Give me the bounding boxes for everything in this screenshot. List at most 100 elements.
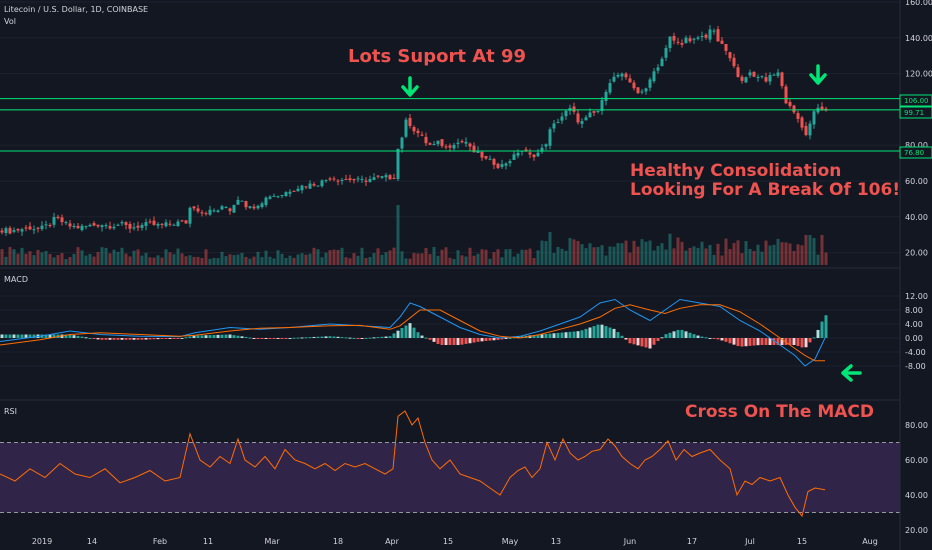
macd-histogram-bar <box>416 332 420 338</box>
volume-bar <box>392 247 396 265</box>
macd-histogram-bar <box>124 338 128 340</box>
candle-body <box>664 48 668 58</box>
price-tick-label: 40.00 <box>905 213 928 222</box>
macd-histogram-bar <box>676 329 680 338</box>
volume-bar <box>452 258 456 265</box>
macd-histogram-bar <box>432 338 436 342</box>
macd-pane[interactable]: 12.00 8.00 4.00 0.00 -4.00 -8.00 <box>0 292 928 371</box>
macd-histogram-bar <box>764 338 768 345</box>
volume-bar <box>264 250 268 265</box>
candle-body <box>476 150 480 153</box>
volume-bar <box>484 249 488 265</box>
volume-bar <box>672 248 676 265</box>
candle-body <box>184 220 188 224</box>
candle-body <box>16 228 20 231</box>
volume-bar <box>348 258 352 265</box>
volume-bar <box>76 247 80 265</box>
volume-bar <box>36 249 40 265</box>
candle-body <box>56 216 60 218</box>
candle-body <box>728 52 732 59</box>
candle-body <box>280 194 284 196</box>
macd-line <box>0 298 826 367</box>
volume-bar <box>704 248 708 265</box>
volume-bar <box>644 241 648 265</box>
volume-bar <box>284 257 288 265</box>
macd-histogram-bar <box>92 338 96 339</box>
macd-histogram-bar <box>708 338 712 339</box>
macd-histogram-bar <box>144 338 148 340</box>
volume-bar <box>160 257 164 265</box>
volume-bar <box>252 256 256 265</box>
volume-bar <box>296 254 300 265</box>
volume-bar <box>736 240 740 265</box>
candle-body <box>660 58 664 67</box>
candle-body <box>716 29 720 42</box>
volume-bar <box>532 258 536 265</box>
macd-histogram-bar <box>644 338 648 348</box>
candle-body <box>248 206 252 208</box>
price-tag-upper: 106.00 <box>899 94 932 107</box>
rsi-pane[interactable]: 80.00 60.00 40.00 20.00 <box>0 410 928 535</box>
macd-histogram-bar <box>652 338 656 345</box>
volume-bar <box>112 249 116 265</box>
macd-tick-label: 4.00 <box>905 320 923 329</box>
candle-body <box>216 210 220 212</box>
candle-body <box>692 38 696 40</box>
volume-bar <box>424 248 428 265</box>
macd-histogram-bar <box>696 335 700 338</box>
macd-histogram-bar <box>604 326 608 338</box>
time-axis[interactable]: 2019 14 Feb 11 Mar 18 Apr 15 May 13 Jun 17 Jul 15 Aug <box>32 537 878 546</box>
candle-body <box>144 222 148 227</box>
macd-histogram-bar <box>232 335 236 338</box>
macd-histogram-bar <box>548 333 552 338</box>
macd-histogram-bar <box>280 338 284 339</box>
volume-bar <box>772 244 776 265</box>
volume-bar <box>760 251 764 265</box>
macd-histogram-bar <box>768 338 772 345</box>
macd-histogram-bar <box>324 336 328 338</box>
candle-body <box>680 43 684 45</box>
macd-histogram-bar <box>784 338 788 345</box>
rsi-axis[interactable]: 80.00 60.00 40.00 20.00 <box>905 421 928 535</box>
macd-histogram-bar <box>112 338 116 340</box>
macd-histogram-bar <box>736 338 740 347</box>
candle-body <box>764 77 768 82</box>
volume-bar <box>300 253 304 265</box>
candle-body <box>612 76 616 82</box>
volume-bar <box>408 258 412 265</box>
macd-tick-label: -4.00 <box>905 348 926 357</box>
volume-bar <box>312 247 316 265</box>
candle-body <box>776 72 780 76</box>
volume-bar <box>116 251 120 265</box>
macd-histogram-bar <box>408 323 412 338</box>
macd-histogram-bar <box>188 336 192 338</box>
candle-body <box>752 71 756 77</box>
volume-bar <box>600 245 604 265</box>
macd-histogram-bar <box>520 336 524 338</box>
macd-histogram-bar <box>4 334 8 338</box>
annotation-consolidation-line2: Looking For A Break Of 106! <box>630 180 900 200</box>
macd-histogram-bar <box>808 338 812 343</box>
volume-bar <box>668 233 672 265</box>
volume-bar <box>288 255 292 265</box>
volume-bar <box>744 241 748 265</box>
candle-body <box>516 152 520 156</box>
macd-histogram-bar <box>716 338 720 340</box>
price-pane[interactable]: 160.00140.00120.00100.0080.0060.0040.002… <box>0 0 932 265</box>
volume-bar <box>792 250 796 265</box>
volume-bar <box>820 234 824 265</box>
price-tick-label: 20.00 <box>905 249 928 258</box>
candle-body <box>204 213 208 215</box>
macd-histogram-bar <box>456 338 460 345</box>
candle-body <box>428 143 432 145</box>
macd-histogram-bar <box>772 338 776 345</box>
candle-body <box>52 217 56 225</box>
macd-histogram-bar <box>484 338 488 341</box>
price-tick-label: 140.00 <box>905 34 932 43</box>
macd-histogram-bar <box>212 334 216 338</box>
candle-body <box>652 71 656 82</box>
macd-axis[interactable]: 12.00 8.00 4.00 0.00 -4.00 -8.00 <box>905 292 928 371</box>
candle-body <box>756 76 760 78</box>
volume-bar <box>316 249 320 265</box>
